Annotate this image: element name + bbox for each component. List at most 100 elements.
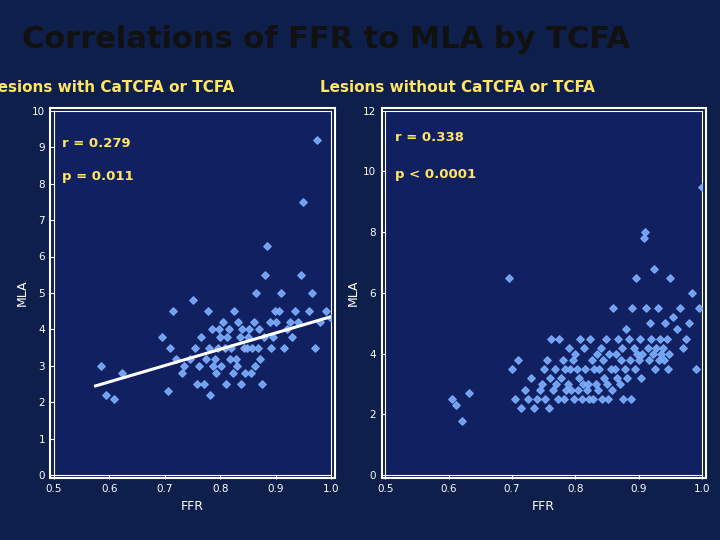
Point [231,362,243,370]
Point [671,325,683,334]
Point [276,288,287,297]
Point [456,416,468,425]
Point [595,343,606,352]
Point [613,334,624,343]
Point [238,343,249,352]
Point [629,364,641,373]
Point [660,319,671,328]
Point [544,374,556,382]
Point [628,343,639,352]
Point [213,325,225,334]
Point [312,136,323,144]
Point [256,380,268,388]
Point [590,380,601,388]
Point [568,395,580,403]
Point [516,404,527,413]
Point [249,362,261,370]
Point [588,364,600,373]
Point [581,386,593,394]
Point [636,374,647,382]
Point [556,374,567,382]
Point [636,349,648,358]
Point [306,288,318,297]
Point [571,364,582,373]
Point [170,354,181,363]
Point [237,325,248,334]
Point [217,318,229,326]
Point [506,364,518,373]
Point [620,325,631,334]
Point [446,395,457,403]
Point [225,354,236,363]
Point [284,318,295,326]
Point [552,395,563,403]
Point [598,374,610,382]
Point [658,355,670,364]
Point [641,304,652,313]
Point [225,343,237,352]
Point [653,355,665,364]
Point [656,349,667,358]
Point [696,183,708,191]
Point [266,343,277,352]
Point [503,273,515,282]
Point [538,364,549,373]
Point [667,313,679,321]
Point [652,304,663,313]
Point [582,380,594,388]
Point [593,386,604,394]
Text: Correlations of FFR to MLA by TCFA: Correlations of FFR to MLA by TCFA [22,25,630,53]
Text: r = 0.279: r = 0.279 [63,137,131,150]
Point [551,380,562,388]
Point [525,374,536,382]
Point [558,395,570,403]
Point [234,332,246,341]
Point [559,364,571,373]
Point [609,364,621,373]
Point [683,319,695,328]
Point [212,343,223,352]
Point [267,332,279,341]
Point [201,354,212,363]
Point [605,364,616,373]
Point [522,395,534,403]
Point [596,395,608,403]
Point [591,349,603,358]
Point [606,386,618,394]
Point [295,271,307,279]
Point [198,380,210,388]
Point [643,355,654,364]
Point [557,355,568,364]
Point [195,332,207,341]
Point [633,355,644,364]
Point [573,374,585,382]
Point [539,395,551,403]
Point [601,380,613,388]
Point [625,395,636,403]
Point [194,362,205,370]
Point [216,362,228,370]
Point [233,318,244,326]
Text: r = 0.338: r = 0.338 [395,131,464,144]
Point [608,304,619,313]
Point [303,307,315,315]
Point [618,395,629,403]
Point [547,386,559,394]
Point [583,395,595,403]
Point [519,386,531,394]
Text: Lesions without CaTCFA or TCFA: Lesions without CaTCFA or TCFA [320,79,595,94]
Point [204,343,215,352]
Point [680,334,692,343]
Point [647,349,658,358]
Point [600,334,611,343]
Point [210,369,222,377]
Point [564,364,576,373]
Point [463,389,474,397]
Point [624,355,636,364]
Point [528,404,540,413]
Point [554,334,565,343]
Point [179,362,190,370]
Point [235,380,247,388]
Point [665,273,676,282]
Point [451,401,462,410]
